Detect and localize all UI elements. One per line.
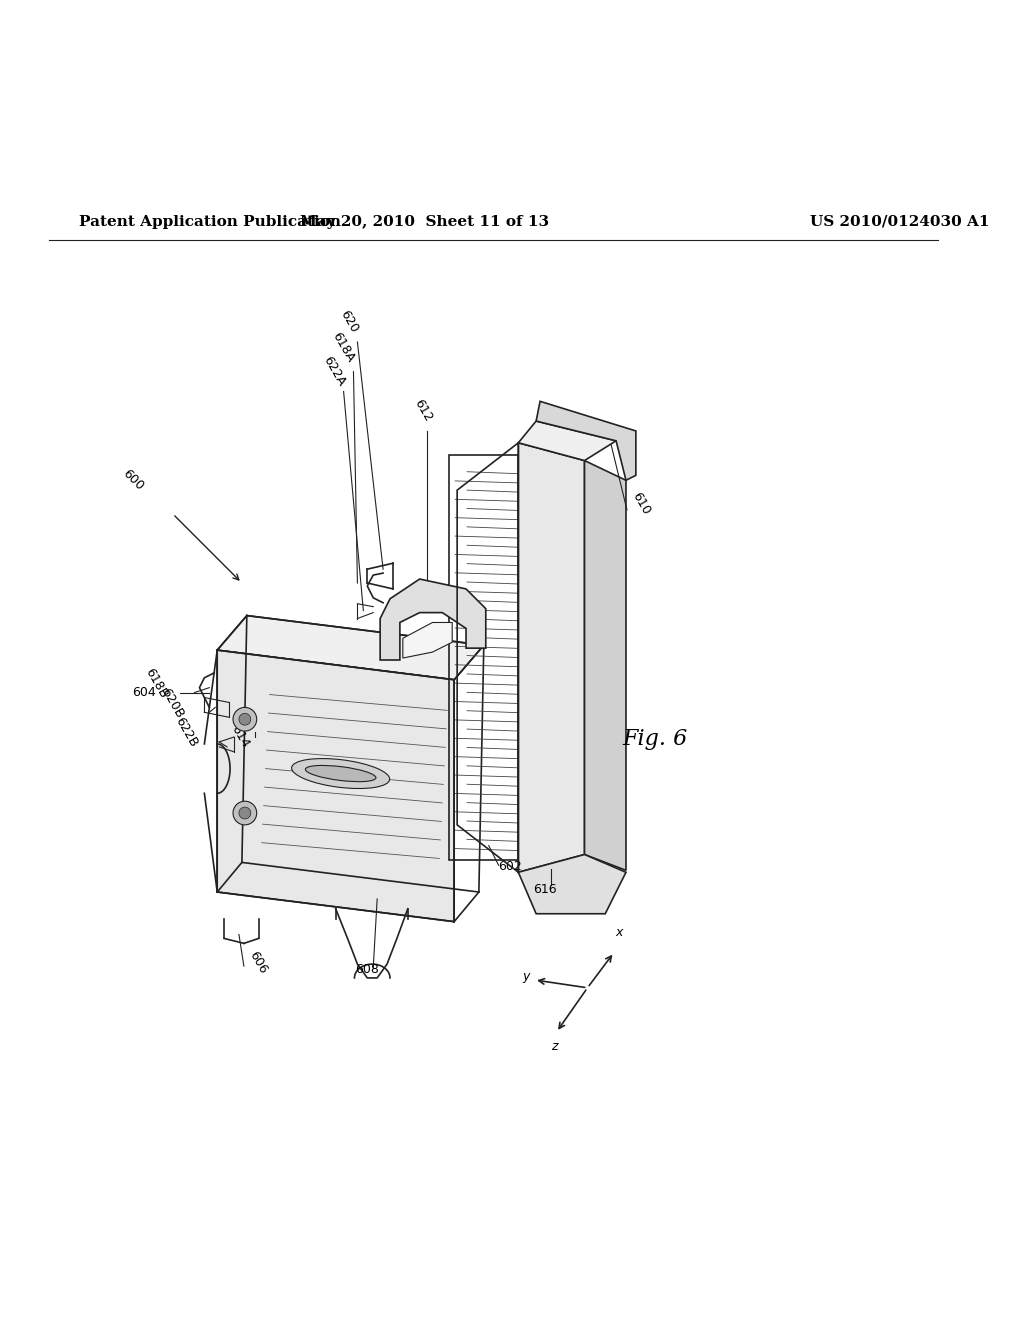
- Text: Patent Application Publication: Patent Application Publication: [79, 215, 341, 228]
- Text: US 2010/0124030 A1: US 2010/0124030 A1: [810, 215, 989, 228]
- Text: 612: 612: [411, 397, 434, 424]
- Polygon shape: [402, 623, 453, 659]
- Text: May 20, 2010  Sheet 11 of 13: May 20, 2010 Sheet 11 of 13: [300, 215, 549, 228]
- Text: y: y: [522, 970, 529, 983]
- Circle shape: [233, 708, 257, 731]
- Text: Fig. 6: Fig. 6: [622, 729, 687, 750]
- Polygon shape: [518, 854, 626, 913]
- Text: 616: 616: [534, 883, 557, 896]
- Text: z: z: [551, 1040, 557, 1053]
- Circle shape: [239, 713, 251, 725]
- Polygon shape: [518, 421, 616, 461]
- Text: 620B: 620B: [158, 685, 185, 721]
- Text: 602: 602: [499, 861, 522, 874]
- Circle shape: [239, 807, 251, 818]
- Polygon shape: [217, 615, 483, 680]
- Text: x: x: [614, 925, 623, 939]
- Text: 614: 614: [228, 723, 252, 750]
- Text: 604: 604: [132, 685, 156, 698]
- Polygon shape: [380, 579, 485, 660]
- Circle shape: [233, 801, 257, 825]
- Polygon shape: [585, 461, 626, 870]
- Ellipse shape: [292, 759, 390, 788]
- Text: 610: 610: [630, 490, 653, 517]
- Text: 622B: 622B: [172, 715, 200, 750]
- Text: 608: 608: [355, 964, 379, 975]
- Polygon shape: [217, 651, 455, 921]
- Text: 620: 620: [338, 308, 361, 335]
- Text: 622A: 622A: [321, 354, 347, 388]
- Text: 618A: 618A: [330, 330, 357, 364]
- Polygon shape: [518, 442, 585, 873]
- Ellipse shape: [305, 766, 376, 781]
- Text: 600: 600: [120, 467, 146, 494]
- Text: 606: 606: [247, 949, 270, 975]
- Polygon shape: [537, 401, 636, 480]
- Text: 618B: 618B: [142, 667, 170, 701]
